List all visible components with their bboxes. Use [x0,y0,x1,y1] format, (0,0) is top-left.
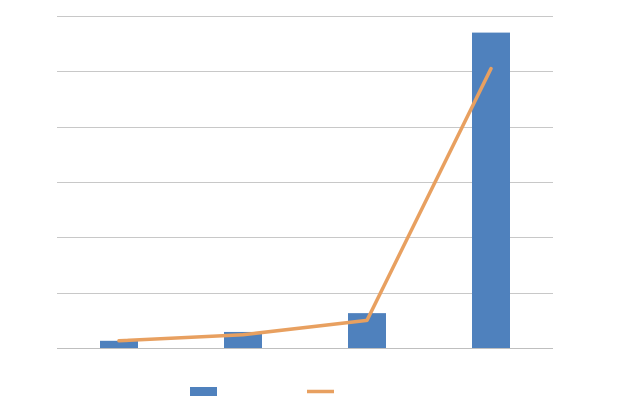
line-series [117,66,493,343]
legend [190,387,334,396]
gridlines [57,16,553,349]
series-line [117,66,493,343]
bar-series [100,32,510,348]
bar [472,32,510,348]
legend-swatch-bar [190,387,217,396]
bar [100,340,138,348]
